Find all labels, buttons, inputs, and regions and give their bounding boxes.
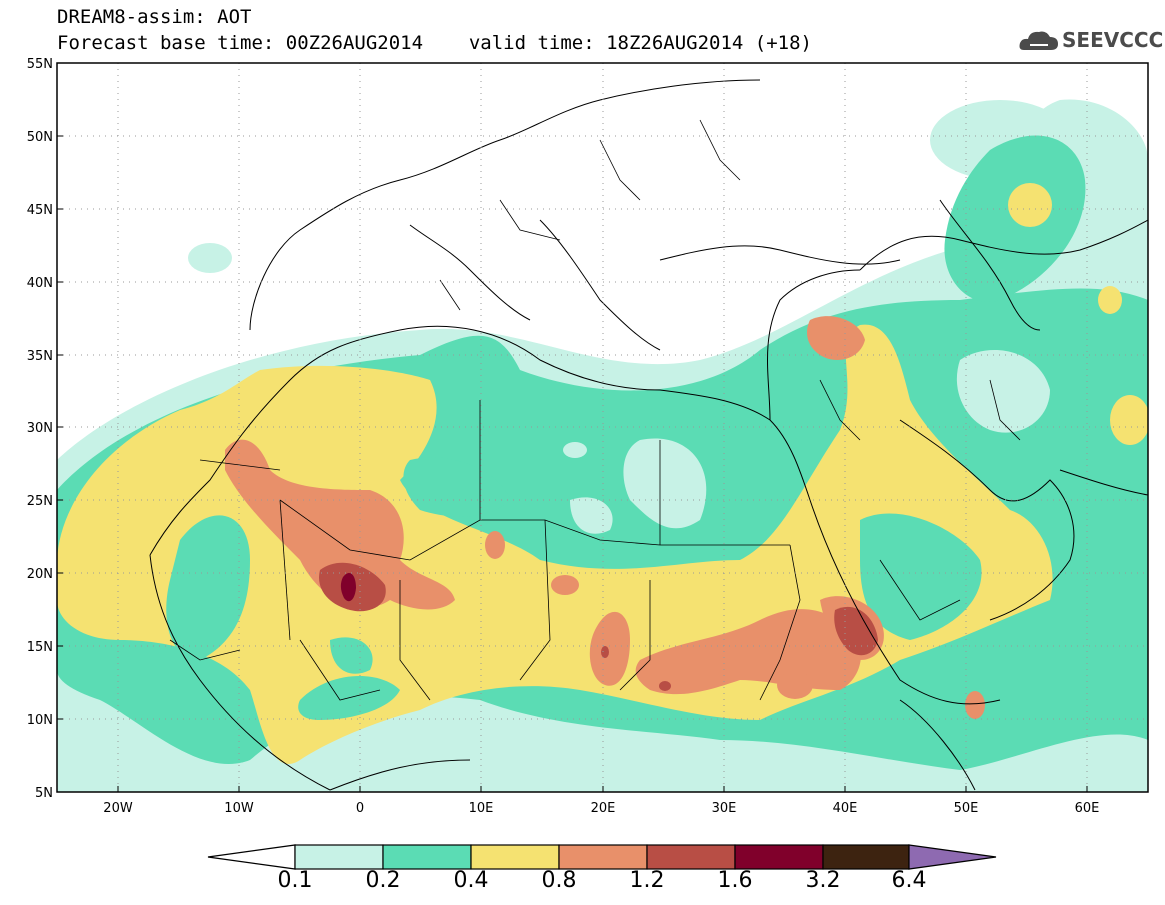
aot-field (57, 63, 1148, 792)
lat-label: 15N (27, 640, 53, 655)
lat-label: 20N (27, 567, 53, 582)
colorbar (207, 844, 997, 870)
lon-label: 20W (103, 801, 133, 816)
colorbar-label: 1.6 (717, 868, 753, 893)
colorbar-low-arrow (207, 844, 296, 870)
lat-label: 30N (27, 421, 53, 436)
colorbar-segment (558, 844, 648, 870)
lat-label: 50N (27, 130, 53, 145)
base-time-label: Forecast base time: 00Z26AUG2014 valid t… (57, 32, 812, 54)
lat-labels: 55N 50N 45N 40N 35N 30N 25N 20N 15N 10N … (27, 57, 53, 801)
colorbar-label: 0.2 (365, 868, 401, 893)
map-title: DREAM8-assim: AOT (57, 6, 252, 28)
lat-label: 40N (27, 276, 53, 291)
colorbar-label: 1.2 (629, 868, 665, 893)
colorbar-segment (646, 844, 736, 870)
coastlines (149, 79, 1148, 791)
colorbar-label: 6.4 (891, 868, 927, 893)
aot-band-0.2-inner (166, 457, 982, 720)
logo-text: SEEVCCC (1062, 28, 1164, 52)
lon-label: 60E (1075, 801, 1100, 816)
lon-labels: 20W 10W 0 10E 20E 30E 40E 50E 60E (103, 801, 1099, 816)
aot-band-0.8 (225, 316, 985, 719)
lon-label: 0 (356, 801, 364, 816)
lat-label: 10N (27, 713, 53, 728)
colorbar-segment (382, 844, 472, 870)
lat-label: 55N (27, 57, 53, 72)
lon-label: 50E (954, 801, 979, 816)
lon-label: 40E (833, 801, 858, 816)
colorbar-label: 0.8 (541, 868, 577, 893)
lat-label: 45N (27, 203, 53, 218)
colorbar-segment (822, 844, 910, 870)
colorbar-segment (470, 844, 560, 870)
lon-label: 10E (469, 801, 494, 816)
valid-time: valid time: 18Z26AUG2014 (+18) (468, 32, 812, 54)
lon-label: 20E (591, 801, 616, 816)
tick-marks (57, 62, 1088, 792)
colorbar-label: 0.4 (453, 868, 489, 893)
colorbar-label: 0.1 (277, 868, 313, 893)
colorbar-segment (734, 844, 824, 870)
lon-label: 10W (224, 801, 254, 816)
base-time: Forecast base time: 00Z26AUG2014 (57, 32, 424, 54)
lon-label: 30E (712, 801, 737, 816)
lat-label: 35N (27, 349, 53, 364)
colorbar-segment (294, 844, 384, 870)
lat-label: 25N (27, 494, 53, 509)
colorbar-label: 3.2 (805, 868, 841, 893)
colorbar-high-arrow (908, 844, 997, 870)
aot-band-0.1-inner (563, 350, 1050, 534)
lat-label: 5N (35, 786, 53, 801)
cloud-icon (1019, 31, 1058, 50)
aot-band-1.6 (340, 572, 356, 602)
